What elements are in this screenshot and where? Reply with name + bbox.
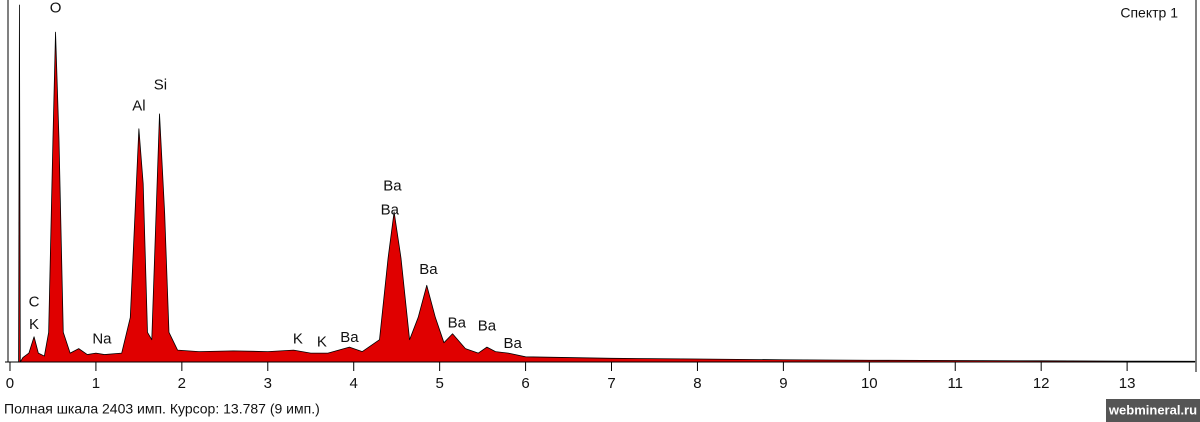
peak-label: Si <box>154 77 167 94</box>
x-tick-label: 2 <box>178 375 186 392</box>
watermark: webmineral.ru <box>1108 402 1197 417</box>
x-tick-label: 0 <box>6 375 14 392</box>
x-tick-label: 5 <box>435 375 443 392</box>
peak-label: Ba <box>383 178 402 195</box>
watermark-box <box>1106 399 1200 422</box>
x-tick-label: 10 <box>861 375 878 392</box>
peak-label: Ba <box>419 261 438 278</box>
peak-label: Al <box>132 97 145 114</box>
peak-label: Ba <box>340 329 359 346</box>
peak-label: K <box>29 316 39 333</box>
x-tick-label: 8 <box>693 375 701 392</box>
peak-label: Na <box>92 331 112 348</box>
x-tick-label: 12 <box>1033 375 1050 392</box>
x-tick-label: 6 <box>521 375 529 392</box>
spectrum-title: Спектр 1 <box>1120 5 1178 21</box>
x-tick-label: 3 <box>264 375 272 392</box>
spectrum-area <box>18 4 1196 363</box>
x-tick-label: 1 <box>92 375 100 392</box>
peak-label: K <box>317 334 327 351</box>
peak-label: O <box>50 0 62 16</box>
x-tick-label: 11 <box>947 375 963 392</box>
status-footer: Полная шкала 2403 имп. Курсор: 13.787 (9… <box>4 401 320 417</box>
peak-label: Ba <box>504 335 523 352</box>
peak-label: K <box>293 331 303 348</box>
x-tick-label: 13 <box>1119 375 1136 392</box>
x-tick-label: 9 <box>779 375 787 392</box>
x-tick-label: 4 <box>350 375 358 392</box>
peak-label: Ba <box>448 314 467 331</box>
peak-label: Ba <box>478 317 497 334</box>
peak-label: C <box>29 294 40 311</box>
peak-label: Ba <box>381 201 400 218</box>
x-tick-label: 7 <box>607 375 615 392</box>
